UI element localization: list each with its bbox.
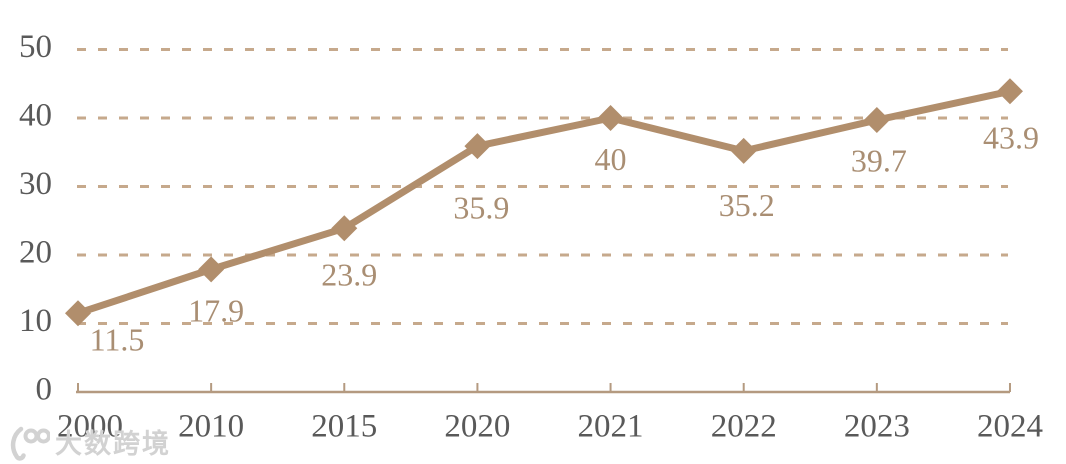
data-point-label: 43.9	[983, 119, 1039, 155]
data-point-label: 35.2	[719, 187, 775, 223]
y-axis-tick-label: 0	[36, 372, 53, 408]
data-point-label: 17.9	[188, 293, 244, 329]
data-line	[74, 87, 1014, 317]
data-point-marker	[198, 256, 225, 283]
data-point-marker	[996, 78, 1023, 105]
data-point-label: 40	[595, 141, 627, 177]
x-axis-tick-label: 2015	[311, 408, 377, 444]
data-point-marker	[597, 105, 624, 131]
x-axis-tick-label: 2024	[977, 408, 1043, 444]
x-axis-tick-label: 2022	[711, 408, 777, 444]
y-axis-tick-label: 20	[19, 235, 52, 271]
data-point-marker	[331, 215, 358, 242]
y-axis-tick-label: 30	[19, 166, 52, 202]
data-point-label: 35.9	[453, 189, 509, 225]
x-axis-tick-label: 2000	[57, 408, 123, 444]
x-axis-tick-label: 2023	[844, 408, 910, 444]
data-point-marker	[730, 137, 757, 164]
data-point-label: 39.7	[851, 142, 907, 178]
y-axis-tick-label: 10	[19, 303, 52, 339]
x-axis-tick-label: 2021	[578, 408, 644, 444]
y-axis-tick-label: 50	[19, 29, 52, 65]
x-axis-tick-label: 2010	[178, 408, 244, 444]
y-axis-tick-label: 40	[19, 98, 52, 134]
x-axis-tick-label: 2020	[444, 408, 510, 444]
data-point-label: 23.9	[321, 256, 377, 292]
data-point-marker	[65, 300, 91, 327]
data-point-label: 11.5	[90, 321, 145, 357]
data-point-marker	[863, 107, 890, 134]
data-point-marker	[464, 133, 491, 160]
